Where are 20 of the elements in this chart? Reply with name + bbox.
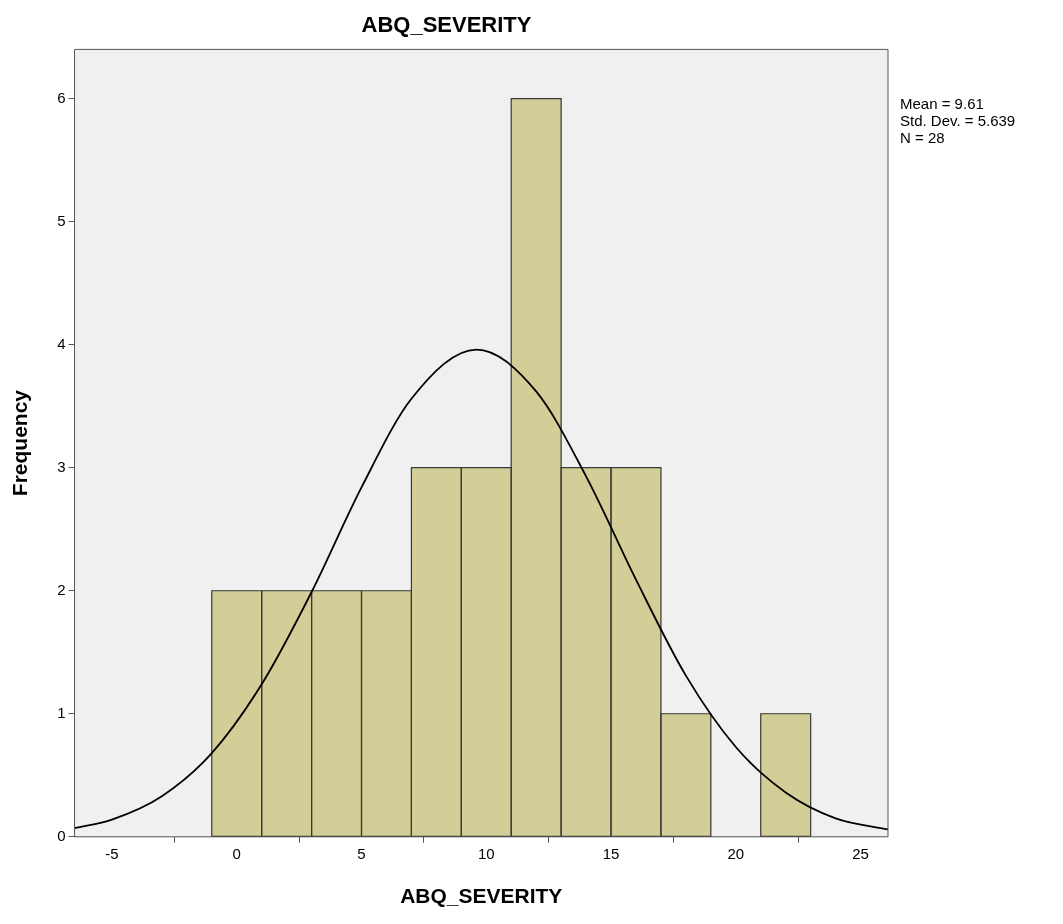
x-tick-label: 10 <box>477 844 495 862</box>
y-tick-label: 1 <box>57 703 66 721</box>
y-tick-label: 6 <box>57 88 66 106</box>
x-tick-label: 20 <box>727 844 745 862</box>
x-tick-label: -5 <box>105 844 119 862</box>
y-tick-label: 4 <box>57 334 66 352</box>
y-tick-label: 5 <box>57 211 66 229</box>
text: N = 28 <box>900 129 945 147</box>
text: Std. Dev. = 5.639 <box>900 112 1016 130</box>
y-axis-title: Frequency <box>8 389 32 497</box>
x-axis-title: ABQ_SEVERITY <box>400 884 563 908</box>
y-tick-label: 2 <box>57 580 66 598</box>
text: Mean = 9.61 <box>900 95 984 113</box>
y-tick-label: 0 <box>57 826 66 844</box>
x-tick-label: 0 <box>232 844 241 862</box>
x-tick-label: 25 <box>852 844 869 862</box>
chart-title: ABQ_SEVERITY <box>361 12 532 38</box>
x-tick-label: 5 <box>357 844 366 862</box>
x-tick-label: 15 <box>602 844 620 862</box>
y-tick-label: 3 <box>57 457 66 475</box>
